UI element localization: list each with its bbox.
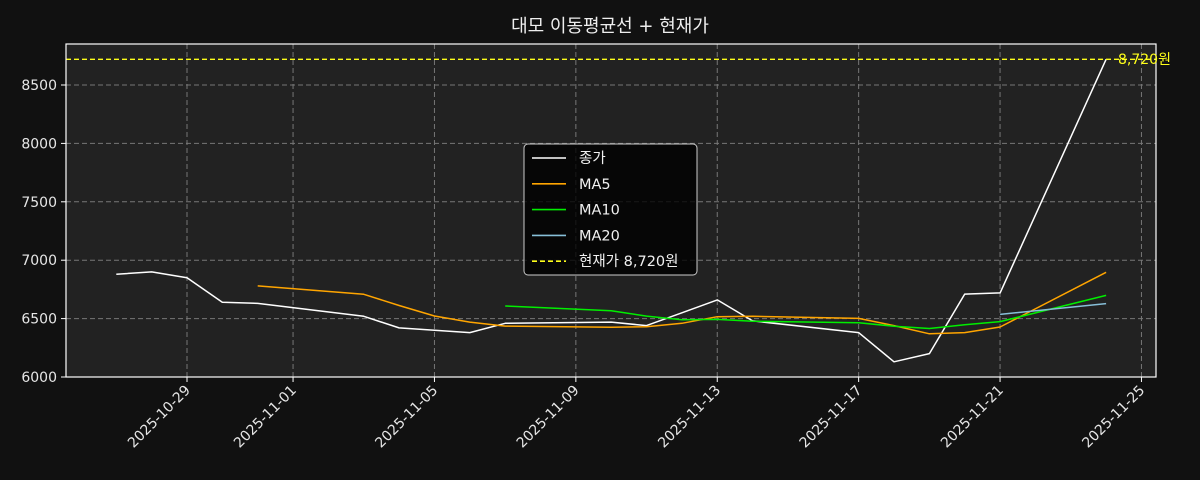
y-axis: 6000 6500 7000 7500 8000 8500	[21, 78, 66, 386]
series-line-ma5	[257, 271, 1107, 335]
x-tick-label: 2025-11-09	[514, 383, 583, 452]
y-tick-label: 8500	[21, 78, 57, 94]
legend-label: 현재가 8,720원	[579, 253, 678, 270]
legend-box	[523, 143, 698, 276]
series-line-종가	[116, 58, 1107, 363]
x-tick-label: 2025-11-21	[938, 383, 1007, 452]
current-price-annotation: 8,720원	[1118, 52, 1171, 68]
legend-label: MA5	[579, 177, 611, 193]
x-tick-label: 2025-11-17	[797, 383, 866, 452]
legend-label: MA10	[579, 203, 620, 219]
legend-label: 종가	[579, 150, 606, 167]
series-line-ma10	[505, 294, 1107, 330]
legend: 종가 MA5 MA10 MA20 현재가 8,720원	[523, 143, 698, 276]
x-tick-label: 2025-11-25	[1079, 383, 1148, 452]
chart-title: 대모 이동평균선 + 현재가	[511, 16, 709, 37]
y-tick-label: 7000	[21, 253, 57, 269]
y-tick-label: 7500	[21, 195, 57, 211]
series-line-ma20	[1000, 302, 1107, 316]
x-tick-label: 2025-11-13	[655, 383, 724, 452]
x-axis: 2025-10-29 2025-11-01 2025-11-05 2025-11-09…	[125, 377, 1148, 451]
y-tick-label: 6000	[21, 370, 57, 386]
axes-border	[65, 43, 1157, 378]
x-tick-label: 2025-10-29	[125, 383, 194, 452]
x-tick-label: 2025-11-01	[231, 383, 300, 452]
y-tick-label: 8000	[21, 136, 57, 152]
data-series	[116, 58, 1107, 363]
y-tick-label: 6500	[21, 312, 57, 328]
legend-label: MA20	[579, 228, 620, 244]
x-tick-label: 2025-11-05	[372, 383, 441, 452]
